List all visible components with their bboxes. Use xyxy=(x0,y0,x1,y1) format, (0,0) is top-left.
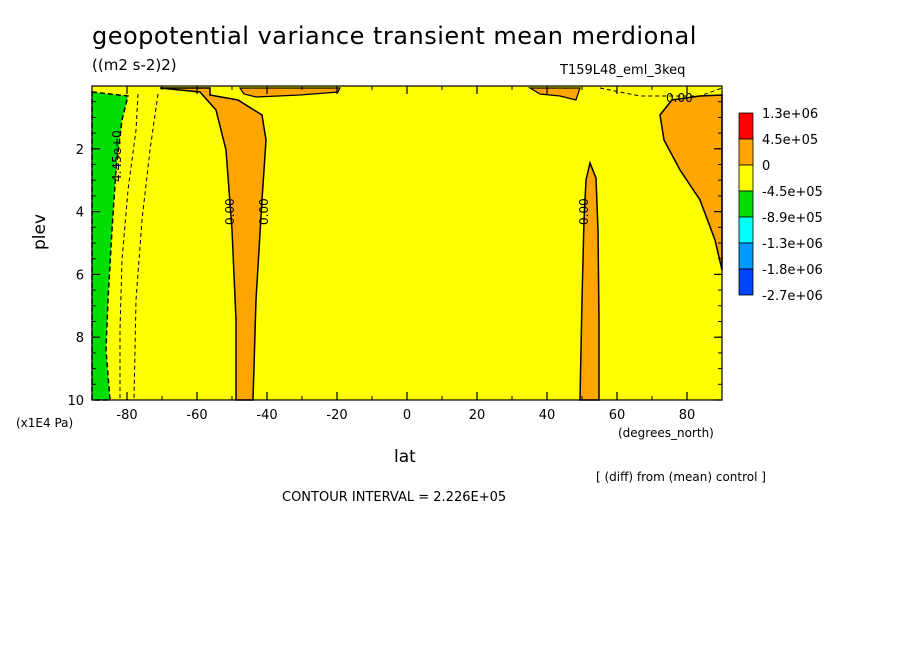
orange-top-strip xyxy=(238,87,341,98)
dashed-contour-north xyxy=(599,87,723,97)
orange-column-north xyxy=(579,160,600,401)
dashed-contour-south-outer xyxy=(133,93,159,401)
x-tick-label: -20 xyxy=(326,408,347,423)
colorbar-swatch xyxy=(738,268,754,296)
green-region xyxy=(91,91,129,401)
units-label: ((m2 s-2)2) xyxy=(92,56,177,74)
x-tick-label: 0 xyxy=(403,408,411,423)
colorbar-label: 1.3e+06 xyxy=(762,107,818,122)
colorbar-swatch xyxy=(738,112,754,140)
colorbar-label: 0 xyxy=(762,159,770,174)
contour-label: 0.00 xyxy=(666,91,693,105)
contour-interval-label: CONTOUR INTERVAL = 2.226E+05 xyxy=(282,490,507,505)
colorbar-label: -1.8e+06 xyxy=(762,263,823,278)
x-tick-label: 20 xyxy=(469,408,486,423)
x-axis-units-label: (degrees_north) xyxy=(618,426,714,440)
contour-label: 0.00 xyxy=(577,198,591,225)
colorbar: 1.3e+06 4.5e+05 0 -4.5e+05 -8.9e+05 -1.3e+06 -… xyxy=(738,107,823,304)
colorbar-swatch xyxy=(738,216,754,244)
orange-column-south xyxy=(159,87,267,401)
chart-title: geopotential variance transient mean mer… xyxy=(92,22,697,50)
x-tick-label: -60 xyxy=(186,408,207,423)
contour-label: 0.00 xyxy=(223,198,237,225)
x-tick-label: -80 xyxy=(116,408,137,423)
x-axis-label: lat xyxy=(394,447,416,467)
colorbar-label: 4.5e+05 xyxy=(762,133,818,148)
colorbar-swatch xyxy=(738,242,754,270)
colorbar-label: -1.3e+06 xyxy=(762,237,823,252)
x-tick-label: 60 xyxy=(609,408,626,423)
y-tick-label: 4 xyxy=(76,206,84,221)
orange-top-strip-2 xyxy=(527,87,581,101)
contour-label: 4.45e+0 xyxy=(110,130,124,182)
colorbar-swatch xyxy=(738,138,754,166)
plot-background xyxy=(92,86,722,400)
colorbar-label: -4.5e+05 xyxy=(762,185,823,200)
x-tick-label: -40 xyxy=(256,408,277,423)
colorbar-swatch xyxy=(738,164,754,192)
contour-label: 0.00 xyxy=(257,198,271,225)
y-tick-label: 10 xyxy=(67,394,84,409)
y-tick-label: 2 xyxy=(76,143,84,158)
axis-ticks: -80 -60 -40 -20 0 20 40 60 80 2 4 6 8 10 xyxy=(67,86,723,423)
run-id-label: T159L48_eml_3keq xyxy=(560,63,686,78)
colorbar-label: -2.7e+06 xyxy=(762,289,823,304)
diff-note: [ (diff) from (mean) control ] xyxy=(596,470,766,484)
y-axis-scale-label: (x1E4 Pa) xyxy=(16,416,74,430)
orange-polar-region xyxy=(659,94,723,271)
y-tick-label: 8 xyxy=(76,331,84,346)
y-tick-label: 6 xyxy=(76,268,84,283)
colorbar-label: -8.9e+05 xyxy=(762,211,823,226)
dashed-contour-south xyxy=(119,93,139,400)
x-tick-label: 80 xyxy=(679,408,696,423)
colorbar-swatch xyxy=(738,190,754,218)
x-tick-label: 40 xyxy=(539,408,556,423)
